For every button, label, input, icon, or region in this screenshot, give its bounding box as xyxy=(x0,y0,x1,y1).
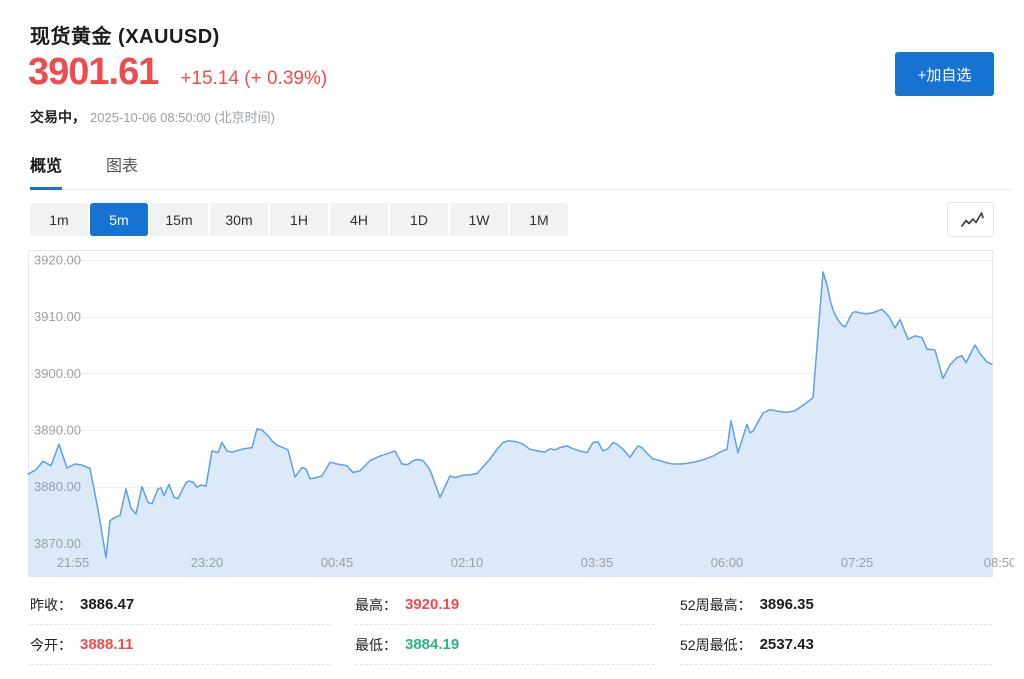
stat-label: 52周最高： xyxy=(680,596,752,613)
stat-value: 3888.11 xyxy=(80,636,134,653)
period-button-1w[interactable]: 1W xyxy=(450,203,508,236)
stat-label: 52周最低： xyxy=(680,636,752,653)
price-chart[interactable]: 3920.00 3910.00 3900.00 3890.00 3880.00 3870.… xyxy=(0,250,1014,585)
x-axis-tick: 23:20 xyxy=(191,555,224,570)
stat-label: 今开： xyxy=(30,636,72,653)
x-axis-tick: 03:35 xyxy=(581,555,614,570)
stat-value: 3884.19 xyxy=(405,636,460,653)
stat-row: 52周最低： 2537.43 xyxy=(680,625,992,665)
x-axis-tick: 08:50 xyxy=(984,555,1014,570)
period-button-1d[interactable]: 1D xyxy=(390,203,448,236)
y-axis-tick: 3880.00 xyxy=(34,479,81,494)
stat-label: 最低： xyxy=(355,636,397,653)
quote-timestamp: 2025-10-06 08:50:00 (北京时间) xyxy=(90,110,275,125)
stats-section: 昨收： 3886.47 今开： 3888.11 最高： 3920.19 最低： 3884.19… xyxy=(30,585,992,665)
y-axis-tick: 3890.00 xyxy=(34,423,81,438)
x-axis-tick: 21:55 xyxy=(57,555,90,570)
stat-row: 52周最高： 3896.35 xyxy=(680,585,992,625)
stat-row: 今开： 3888.11 xyxy=(30,625,330,665)
chart-type-button[interactable] xyxy=(947,202,994,237)
stat-row: 最低： 3884.19 xyxy=(355,625,655,665)
price-change: +15.14 (+ 0.39%) xyxy=(180,68,328,89)
period-toolbar: 1m 5m 15m 30m 1H 4H 1D 1W 1M xyxy=(30,203,568,236)
x-axis-tick: 07:25 xyxy=(841,555,874,570)
stat-label: 昨收： xyxy=(30,596,72,613)
period-button-4h[interactable]: 4H xyxy=(330,203,388,236)
x-axis-tick: 02:10 xyxy=(451,555,484,570)
tab-bar: 概览 图表 xyxy=(30,152,1012,190)
y-axis-tick: 3910.00 xyxy=(34,309,81,324)
chart-line-icon xyxy=(958,210,984,230)
trading-status: 交易中， xyxy=(30,109,86,125)
stat-row: 最高： 3920.19 xyxy=(355,585,655,625)
current-price: 3901.61 xyxy=(28,51,159,93)
period-button-15m[interactable]: 15m xyxy=(150,203,208,236)
tab-overview[interactable]: 概览 xyxy=(30,152,63,190)
y-axis-tick: 3870.00 xyxy=(34,536,81,551)
stat-row: 昨收： 3886.47 xyxy=(30,585,330,625)
stat-value: 2537.43 xyxy=(759,636,814,653)
add-watchlist-button[interactable]: +加自选 xyxy=(895,52,994,96)
period-button-1m[interactable]: 1M xyxy=(510,203,568,236)
x-axis-tick: 00:45 xyxy=(321,555,354,570)
stat-label: 最高： xyxy=(355,596,397,613)
status-row: 交易中， 2025-10-06 08:50:00 (北京时间) xyxy=(30,107,275,127)
tab-chart[interactable]: 图表 xyxy=(106,158,139,175)
page-title: 现货黄金 (XAUUSD) xyxy=(30,26,220,48)
period-button-1h[interactable]: 1H xyxy=(270,203,328,236)
stats-column-2: 52周最高： 3896.35 52周最低： 2537.43 xyxy=(680,585,992,665)
y-axis-tick: 3900.00 xyxy=(34,366,81,381)
price-row: 3901.61 +15.14 (+ 0.39%) xyxy=(28,53,327,91)
period-button-30m[interactable]: 30m xyxy=(210,203,268,236)
period-button-5m[interactable]: 5m xyxy=(90,203,148,236)
price-chart-svg[interactable]: 3920.00 3910.00 3900.00 3890.00 3880.00 3870.… xyxy=(0,250,1014,585)
x-axis-tick: 06:00 xyxy=(711,555,744,570)
y-axis-tick: 3920.00 xyxy=(34,253,81,268)
stat-value: 3920.19 xyxy=(405,596,460,613)
stat-value: 3896.35 xyxy=(759,596,814,613)
period-button-1m[interactable]: 1m xyxy=(30,203,88,236)
stats-column-0: 昨收： 3886.47 今开： 3888.11 xyxy=(30,585,330,665)
stats-column-1: 最高： 3920.19 最低： 3884.19 xyxy=(355,585,655,665)
stat-value: 3886.47 xyxy=(80,596,135,613)
